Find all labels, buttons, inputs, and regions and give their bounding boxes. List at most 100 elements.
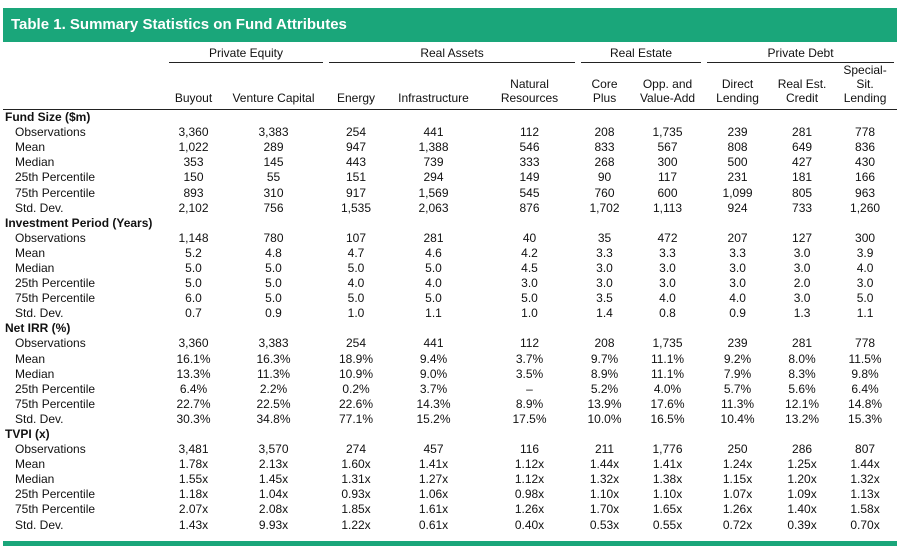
table-cell: 1.07x	[722, 487, 753, 502]
table-cell: 3.0	[596, 260, 613, 275]
table-cell: 3,360	[178, 336, 209, 351]
table-cell: 15.3%	[848, 411, 883, 426]
table-cell: 15.2%	[416, 411, 451, 426]
table-cell: 4.0	[729, 291, 746, 306]
group-header: Real Assets	[326, 46, 578, 63]
table-row: 75th Percentile 893 310 917 1,569 545 760 600 1,…	[3, 185, 897, 200]
table-cell: 300	[657, 155, 678, 170]
table-cell: 5.0	[185, 260, 202, 275]
table-cell: 733	[792, 200, 813, 215]
table-cell: 117	[657, 170, 678, 185]
section-header-row: Fund Size ($m)	[3, 110, 897, 126]
table-cell: 1,148	[178, 230, 209, 245]
table-cell: 2.08x	[258, 502, 289, 517]
table-cell: 34.8%	[256, 411, 291, 426]
bottom-rule	[3, 541, 897, 546]
table-cell: 3.0	[729, 276, 746, 291]
table-cell: 4.0	[425, 276, 442, 291]
table-row: Mean 1,022 289 947 1,388 546 833 567 808 649 836	[3, 140, 897, 155]
table-cell: 11.3%	[720, 396, 755, 411]
table-cell: 443	[346, 155, 367, 170]
table-cell: 1.22x	[341, 517, 371, 532]
table-cell: 1,099	[722, 185, 753, 200]
table-cell: 807	[855, 442, 876, 457]
table-cell: 1,022	[178, 140, 209, 155]
table-cell: 150	[183, 170, 204, 185]
table-cell: 4.0	[347, 276, 365, 291]
table-cell: 1.61x	[418, 502, 449, 517]
table-cell: 0.39x	[787, 517, 817, 532]
table-row: Median 13.3% 11.3% 10.9% 9.0% 3.5% 8.9% 11.1% 7.…	[3, 367, 897, 382]
table-cell: 11.3%	[256, 366, 291, 381]
table-cell: 239	[727, 336, 748, 351]
table-cell: 116	[519, 442, 540, 457]
section-header-row: Investment Period (Years)	[3, 216, 897, 231]
table-cell: 2.0	[793, 276, 811, 291]
table-cell: 0.8	[659, 306, 676, 321]
row-label: 75th Percentile	[15, 396, 96, 411]
table-cell: 1.15x	[722, 472, 753, 487]
table-cell: 77.1%	[339, 411, 374, 426]
table-cell: 1.18x	[178, 487, 209, 502]
table-cell: 3.5	[596, 291, 613, 306]
table-cell: 1.0	[347, 306, 365, 321]
section-title: Net IRR (%)	[5, 321, 71, 336]
table-row: 25th Percentile 150 55 151 294 149 90 117 231 181…	[3, 170, 897, 185]
table-cell: 1.41x	[652, 457, 683, 472]
column-header: Special-Sit. Lending	[833, 63, 898, 110]
row-label: Median	[15, 366, 55, 381]
column-header: Buyout	[166, 63, 221, 110]
table-row: 25th Percentile 5.0 5.0 4.0 4.0 3.0 3.0 3.0 3.0 2…	[3, 276, 897, 291]
table-cell: 286	[792, 442, 813, 457]
table-cell: 805	[792, 185, 813, 200]
table-cell: 963	[855, 185, 876, 200]
table-cell: 4.0	[856, 260, 874, 275]
table-cell: 3.0	[729, 260, 746, 275]
table-cell: 1.1	[425, 306, 442, 321]
column-header: Core Plus	[578, 63, 632, 110]
table-cell: 254	[346, 336, 367, 351]
table-cell: 107	[346, 230, 367, 245]
row-label: Median	[15, 472, 55, 487]
table-cell: 90	[597, 170, 612, 185]
table-cell: 30.3%	[176, 411, 211, 426]
table-cell: 739	[423, 155, 444, 170]
table-cell: 8.9%	[590, 366, 619, 381]
table-cell: 1,776	[652, 442, 683, 457]
table-cell: 1.78x	[178, 457, 209, 472]
table-cell: 127	[792, 230, 813, 245]
table-cell: 18.9%	[339, 351, 374, 366]
group-label: Private Debt	[707, 46, 895, 63]
table-cell: 5.0	[265, 260, 282, 275]
table-cell: 207	[727, 230, 748, 245]
table-cell: 808	[727, 140, 748, 155]
table-cell: 1.12x	[514, 472, 545, 487]
table-cell: 5.0	[347, 291, 365, 306]
table-cell: 10.4%	[720, 411, 755, 426]
group-header: Private Equity	[166, 46, 326, 63]
table-cell: 310	[263, 185, 284, 200]
row-label: 25th Percentile	[15, 381, 96, 396]
table-cell: –	[526, 381, 533, 396]
table-cell: 4.0%	[653, 381, 682, 396]
row-label: Observations	[15, 442, 86, 457]
table-cell: 250	[727, 442, 748, 457]
table-cell: 1.41x	[418, 457, 449, 472]
table-cell: 5.0	[185, 276, 202, 291]
table-cell: 893	[183, 185, 204, 200]
table-cell: 3,383	[258, 125, 289, 140]
table-cell: 0.40x	[514, 517, 545, 532]
group-header-row: Private Equity Real Assets Real Estate P…	[3, 46, 897, 63]
row-label: Observations	[15, 230, 86, 245]
table-cell: 294	[423, 170, 444, 185]
column-header-row: Buyout Venture Capital Energy Infrastruc…	[3, 63, 898, 110]
table-cell: 289	[263, 140, 284, 155]
table-cell: 1,702	[589, 200, 620, 215]
row-label: 25th Percentile	[15, 170, 96, 185]
table-cell: 1.44x	[850, 457, 880, 472]
table-cell: 9.7%	[590, 351, 619, 366]
table-cell: 876	[519, 200, 540, 215]
table-cell: 5.7%	[723, 381, 752, 396]
table-cell: 3.7%	[419, 381, 448, 396]
table-cell: 1.40x	[787, 502, 817, 517]
